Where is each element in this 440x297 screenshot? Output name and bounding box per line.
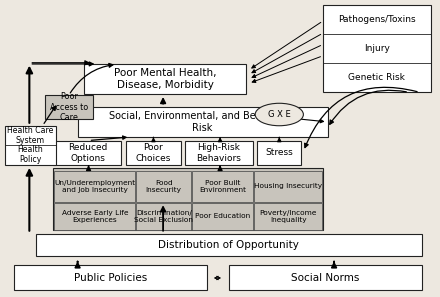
FancyBboxPatch shape — [36, 234, 422, 256]
Text: Social Norms: Social Norms — [291, 273, 359, 283]
Text: G X E: G X E — [268, 110, 291, 119]
Text: Housing Insecurity: Housing Insecurity — [254, 183, 323, 189]
FancyBboxPatch shape — [185, 141, 253, 165]
Ellipse shape — [255, 103, 304, 126]
Text: Injury: Injury — [364, 44, 390, 53]
Text: Reduced
Options: Reduced Options — [68, 143, 107, 163]
FancyBboxPatch shape — [84, 64, 246, 94]
FancyBboxPatch shape — [254, 203, 322, 230]
FancyBboxPatch shape — [54, 168, 323, 230]
Text: Distribution of Opportunity: Distribution of Opportunity — [158, 240, 299, 250]
Text: Poor
Access to
Care: Poor Access to Care — [50, 92, 88, 122]
FancyBboxPatch shape — [323, 5, 430, 92]
FancyBboxPatch shape — [5, 126, 56, 165]
Text: High-Risk
Behaviors: High-Risk Behaviors — [197, 143, 242, 163]
Text: Pathogens/Toxins: Pathogens/Toxins — [338, 15, 416, 24]
Text: Poor Mental Health,
Disease, Morbidity: Poor Mental Health, Disease, Morbidity — [114, 68, 216, 90]
Text: Adverse Early Life
Experiences: Adverse Early Life Experiences — [62, 210, 128, 223]
FancyBboxPatch shape — [229, 265, 422, 290]
FancyBboxPatch shape — [14, 265, 207, 290]
Text: Public Policies: Public Policies — [74, 273, 147, 283]
FancyBboxPatch shape — [192, 171, 253, 202]
FancyBboxPatch shape — [55, 203, 136, 230]
FancyBboxPatch shape — [77, 107, 327, 137]
Text: Un/Underemployment
and Job Insecurity: Un/Underemployment and Job Insecurity — [55, 180, 136, 193]
FancyBboxPatch shape — [55, 171, 136, 202]
FancyBboxPatch shape — [192, 203, 253, 230]
Text: Health
Policy: Health Policy — [18, 145, 43, 165]
FancyBboxPatch shape — [126, 141, 181, 165]
Text: Poor
Choices: Poor Choices — [136, 143, 171, 163]
Text: Stress: Stress — [265, 148, 293, 157]
FancyBboxPatch shape — [136, 171, 191, 202]
Text: Poor Education: Poor Education — [195, 214, 250, 219]
Text: Poverty/Income
Inequality: Poverty/Income Inequality — [260, 210, 317, 223]
Text: Genetic Risk: Genetic Risk — [348, 73, 405, 82]
FancyBboxPatch shape — [45, 95, 93, 119]
Text: Health Care
System: Health Care System — [7, 126, 54, 145]
Text: Discrimination/
Social Exclusion: Discrimination/ Social Exclusion — [134, 210, 193, 223]
Text: Food
Insecurity: Food Insecurity — [146, 180, 182, 193]
FancyBboxPatch shape — [54, 141, 121, 165]
Text: Social, Environmental, and Behavioral
Risk: Social, Environmental, and Behavioral Ri… — [110, 111, 296, 133]
FancyBboxPatch shape — [254, 171, 322, 202]
FancyBboxPatch shape — [257, 141, 301, 165]
FancyBboxPatch shape — [136, 203, 191, 230]
Text: Poor Built
Environment: Poor Built Environment — [199, 180, 246, 193]
